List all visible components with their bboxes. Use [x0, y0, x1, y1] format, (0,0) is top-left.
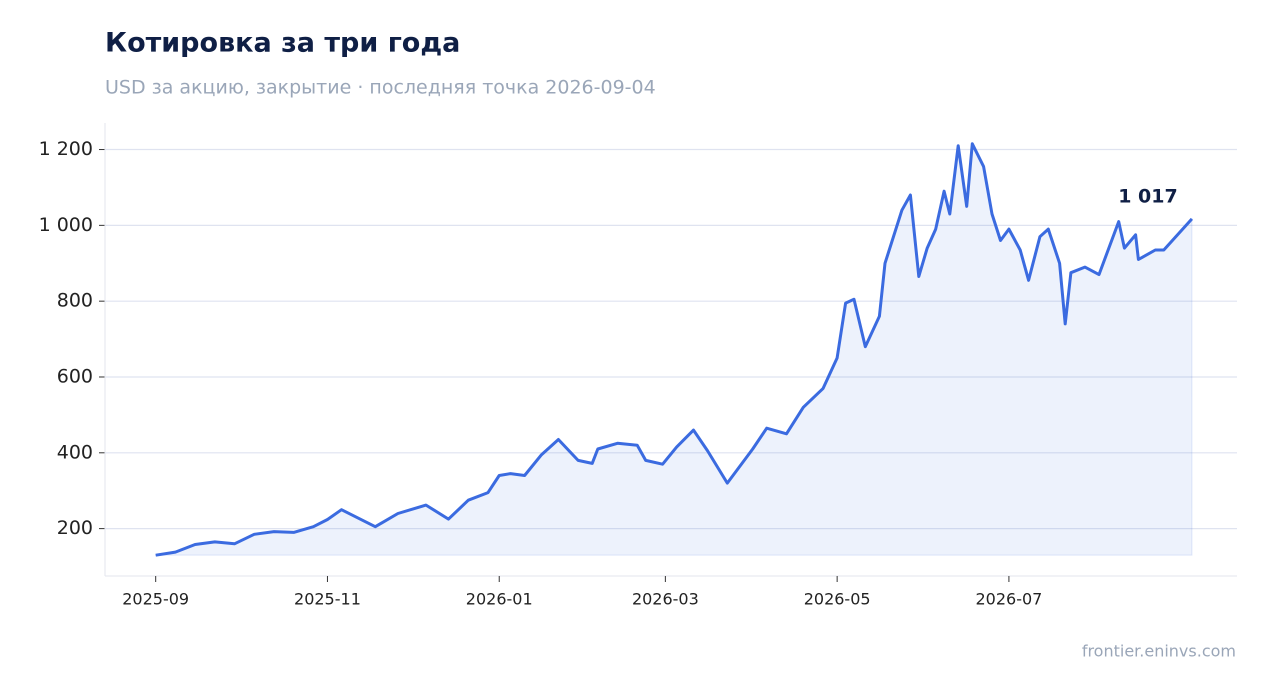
area	[155, 141, 1193, 556]
x-tick-label: 2026-03	[632, 590, 699, 609]
annotation: 1 017	[1118, 185, 1178, 207]
x-tick-label: 2025-11	[294, 590, 361, 609]
x-tick-label: 2026-07	[975, 590, 1042, 609]
y-tick-label: 1 000	[39, 214, 93, 236]
line	[155, 142, 1194, 557]
y-tick-label: 1 200	[39, 138, 93, 160]
y-tick-label: 400	[57, 441, 93, 463]
y-tick-label: 200	[57, 517, 93, 539]
y-tick-label: 600	[57, 365, 93, 387]
y-tick-label: 800	[57, 290, 93, 312]
x-tick-label: 2026-05	[804, 590, 871, 609]
x-tick-label: 2025-09	[122, 590, 189, 609]
chart-title: Котировка за три года	[105, 28, 460, 59]
chart-subtitle: USD за акцию, закрытие · последняя точка…	[105, 77, 656, 99]
source: frontier.eninvs.com	[1082, 642, 1236, 661]
x-tick-label: 2026-01	[466, 590, 533, 609]
